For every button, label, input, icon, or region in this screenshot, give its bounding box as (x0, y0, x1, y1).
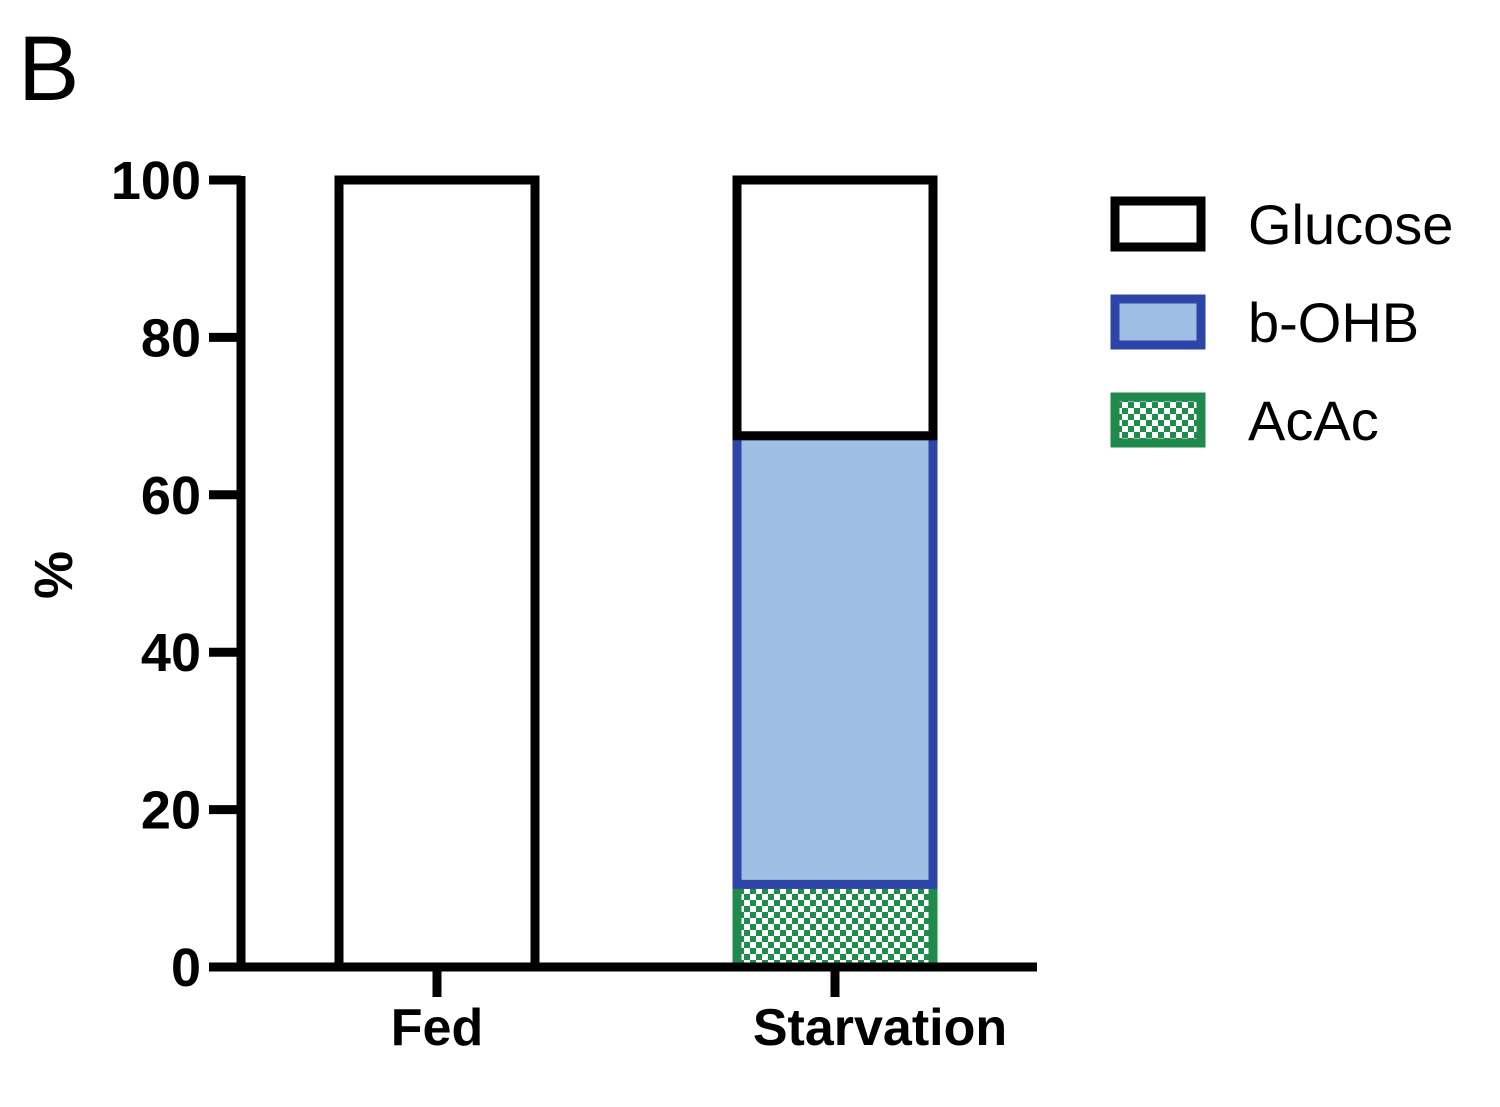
bar-starvation-b-ohb (732, 431, 938, 889)
legend-swatch-b-ohb (1110, 294, 1206, 350)
legend-label-glucose: Glucose (1248, 193, 1453, 256)
legend-label-b-ohb: b-OHB (1248, 291, 1419, 354)
bar-fed-glucose (334, 175, 540, 972)
x-tick-label: Fed (391, 999, 483, 1057)
panel-label: B (18, 18, 79, 120)
bar-starvation-glucose (732, 175, 938, 441)
bar-starvation-acac (732, 879, 938, 972)
legend: Glucose b-OHB AcAc (1110, 193, 1453, 452)
y-tick-label: 20 (141, 781, 201, 841)
y-axis-title: % (24, 551, 84, 599)
y-tick-label: 100 (111, 151, 201, 211)
y-tick-label: 40 (141, 623, 201, 683)
legend-swatch-acac (1110, 392, 1206, 448)
bars-group (334, 175, 938, 972)
legend-label-acac: AcAc (1248, 389, 1379, 452)
legend-swatch-glucose (1110, 196, 1206, 252)
axes-group: 0 20 40 60 80 100 Fed Starvation (111, 151, 1037, 1057)
y-tick-label: 0 (171, 938, 201, 998)
y-tick-label: 80 (141, 308, 201, 368)
y-tick-label: 60 (141, 466, 201, 526)
x-tick-label: Starvation (753, 999, 1007, 1057)
